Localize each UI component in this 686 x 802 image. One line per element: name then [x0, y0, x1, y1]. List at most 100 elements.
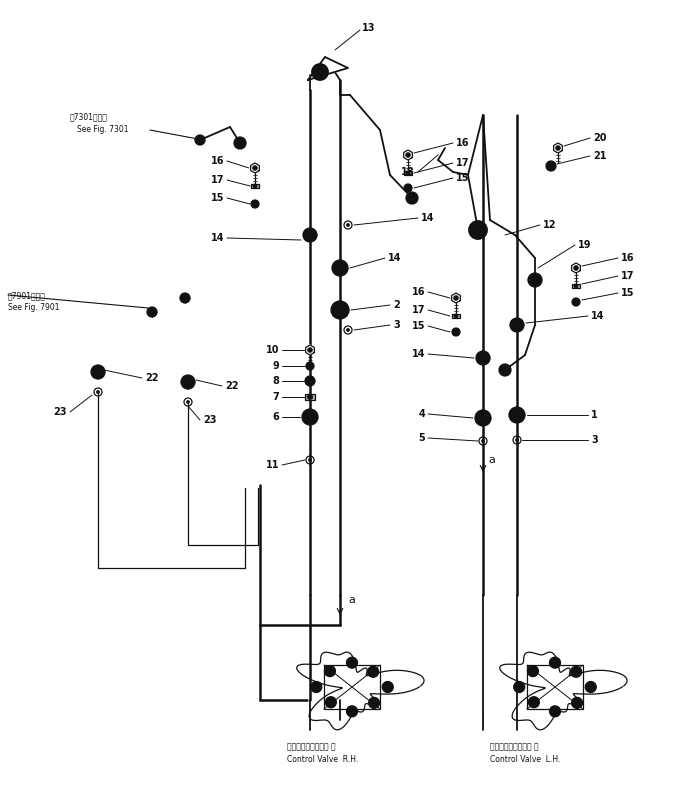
Circle shape [306, 362, 314, 370]
Text: 15: 15 [412, 321, 425, 331]
Text: 16: 16 [211, 156, 224, 166]
Text: 17: 17 [621, 271, 635, 281]
Text: 14: 14 [591, 311, 604, 321]
Text: 23: 23 [203, 415, 217, 425]
Circle shape [349, 660, 355, 665]
Circle shape [308, 379, 312, 383]
Text: 15: 15 [456, 173, 469, 183]
Circle shape [549, 657, 560, 668]
Circle shape [409, 195, 415, 201]
Circle shape [382, 682, 393, 692]
Bar [251, 184, 259, 188]
Circle shape [574, 301, 578, 303]
Circle shape [91, 365, 105, 379]
Polygon shape [571, 263, 580, 273]
Circle shape [335, 305, 345, 315]
Text: 4: 4 [418, 409, 425, 419]
Circle shape [455, 330, 458, 334]
Text: a: a [488, 455, 495, 465]
Circle shape [97, 391, 99, 394]
Circle shape [476, 351, 490, 365]
Bar [324, 665, 380, 709]
Bar [452, 314, 460, 318]
Circle shape [572, 298, 580, 306]
Text: 14: 14 [388, 253, 401, 263]
Polygon shape [403, 150, 412, 160]
Circle shape [182, 295, 188, 301]
Circle shape [515, 439, 519, 442]
Text: コントロールバルブ 右: コントロールバルブ 右 [287, 743, 335, 751]
Polygon shape [499, 652, 627, 730]
Circle shape [312, 64, 328, 80]
Circle shape [187, 400, 189, 403]
Text: 16: 16 [456, 138, 469, 148]
Text: 19: 19 [578, 240, 591, 250]
Circle shape [404, 184, 412, 192]
Text: 15: 15 [621, 288, 635, 298]
Circle shape [573, 265, 578, 270]
Circle shape [325, 697, 336, 707]
Text: 第7301図参照: 第7301図参照 [70, 112, 108, 121]
Circle shape [571, 698, 582, 708]
Text: 13: 13 [362, 23, 375, 33]
Circle shape [306, 231, 314, 239]
Circle shape [303, 228, 317, 242]
Circle shape [305, 376, 315, 386]
Text: 1: 1 [591, 410, 598, 420]
Circle shape [368, 666, 379, 677]
Circle shape [346, 328, 350, 331]
Text: Control Valve  R.H.: Control Valve R.H. [287, 755, 358, 764]
Text: See Fig. 7301: See Fig. 7301 [77, 124, 128, 133]
Circle shape [454, 314, 458, 318]
Circle shape [368, 698, 379, 708]
Circle shape [514, 682, 525, 692]
Circle shape [317, 69, 323, 75]
Circle shape [453, 296, 458, 300]
Circle shape [452, 328, 460, 336]
Circle shape [237, 140, 243, 146]
Text: 8: 8 [272, 376, 279, 386]
Circle shape [499, 364, 511, 376]
Circle shape [251, 200, 259, 208]
Circle shape [406, 192, 418, 204]
Circle shape [184, 379, 192, 386]
Text: 3: 3 [591, 435, 598, 445]
Circle shape [386, 684, 390, 690]
Circle shape [549, 706, 560, 717]
Circle shape [406, 171, 410, 175]
Text: 14: 14 [211, 233, 224, 243]
Circle shape [324, 666, 335, 677]
Circle shape [346, 657, 357, 668]
Circle shape [252, 166, 257, 170]
Text: a: a [348, 595, 355, 605]
Circle shape [528, 697, 539, 707]
Circle shape [509, 407, 525, 423]
Text: 22: 22 [225, 381, 239, 391]
Circle shape [308, 348, 312, 352]
Polygon shape [554, 143, 563, 153]
Text: 16: 16 [621, 253, 635, 263]
Circle shape [530, 669, 536, 674]
Circle shape [302, 409, 318, 425]
Bar [572, 284, 580, 289]
Circle shape [405, 152, 410, 157]
Text: Control Valve  L.H.: Control Valve L.H. [490, 755, 560, 764]
Circle shape [510, 318, 524, 332]
Circle shape [370, 670, 376, 674]
Circle shape [234, 137, 246, 149]
Text: 5: 5 [418, 433, 425, 443]
Circle shape [474, 226, 482, 234]
Circle shape [349, 709, 355, 714]
Circle shape [556, 146, 560, 150]
Circle shape [502, 367, 508, 373]
Polygon shape [297, 652, 424, 730]
Bar [404, 171, 412, 176]
Circle shape [309, 459, 311, 462]
Circle shape [475, 410, 491, 426]
Text: 12: 12 [543, 220, 556, 230]
Circle shape [552, 660, 558, 665]
Text: 11: 11 [265, 460, 279, 470]
Circle shape [528, 666, 539, 677]
Circle shape [331, 301, 349, 319]
Text: 21: 21 [593, 151, 606, 161]
